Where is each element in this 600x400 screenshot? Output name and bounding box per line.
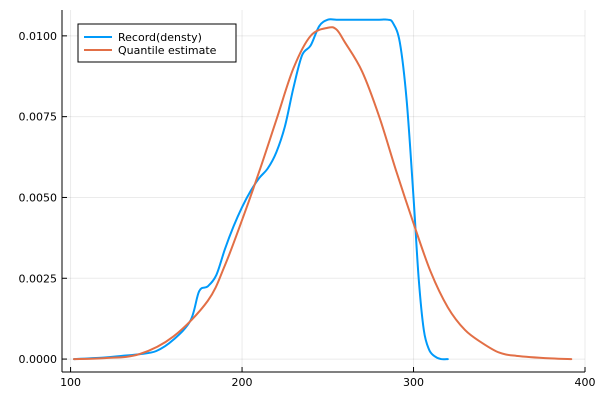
y-tick-label: 0.0050 <box>19 191 58 204</box>
grid <box>62 10 586 372</box>
legend: Record(densty)Quantile estimate <box>77 23 237 63</box>
legend-quantile-estimate-label: Quantile estimate <box>118 44 217 57</box>
x-tick-label: 300 <box>403 376 424 389</box>
series-lines <box>73 18 573 361</box>
x-tick-label: 400 <box>575 376 596 389</box>
x-tick-label: 100 <box>60 376 81 389</box>
y-tick-label: 0.0000 <box>19 353 58 366</box>
legend-record-density-label: Record(densty) <box>118 31 202 44</box>
axes <box>61 10 586 373</box>
y-tick-label: 0.0025 <box>19 272 58 285</box>
x-tick-label: 200 <box>232 376 253 389</box>
quantile-estimate-line <box>73 26 573 361</box>
record-density-line <box>73 18 449 361</box>
y-tick-label: 0.0075 <box>19 111 58 124</box>
tick-labels: 100 200 300 400 0.0000 0.0025 0.0050 0.0075 0.01… <box>19 30 596 389</box>
y-tick-label: 0.0100 <box>19 30 58 43</box>
legend-box <box>77 23 237 63</box>
